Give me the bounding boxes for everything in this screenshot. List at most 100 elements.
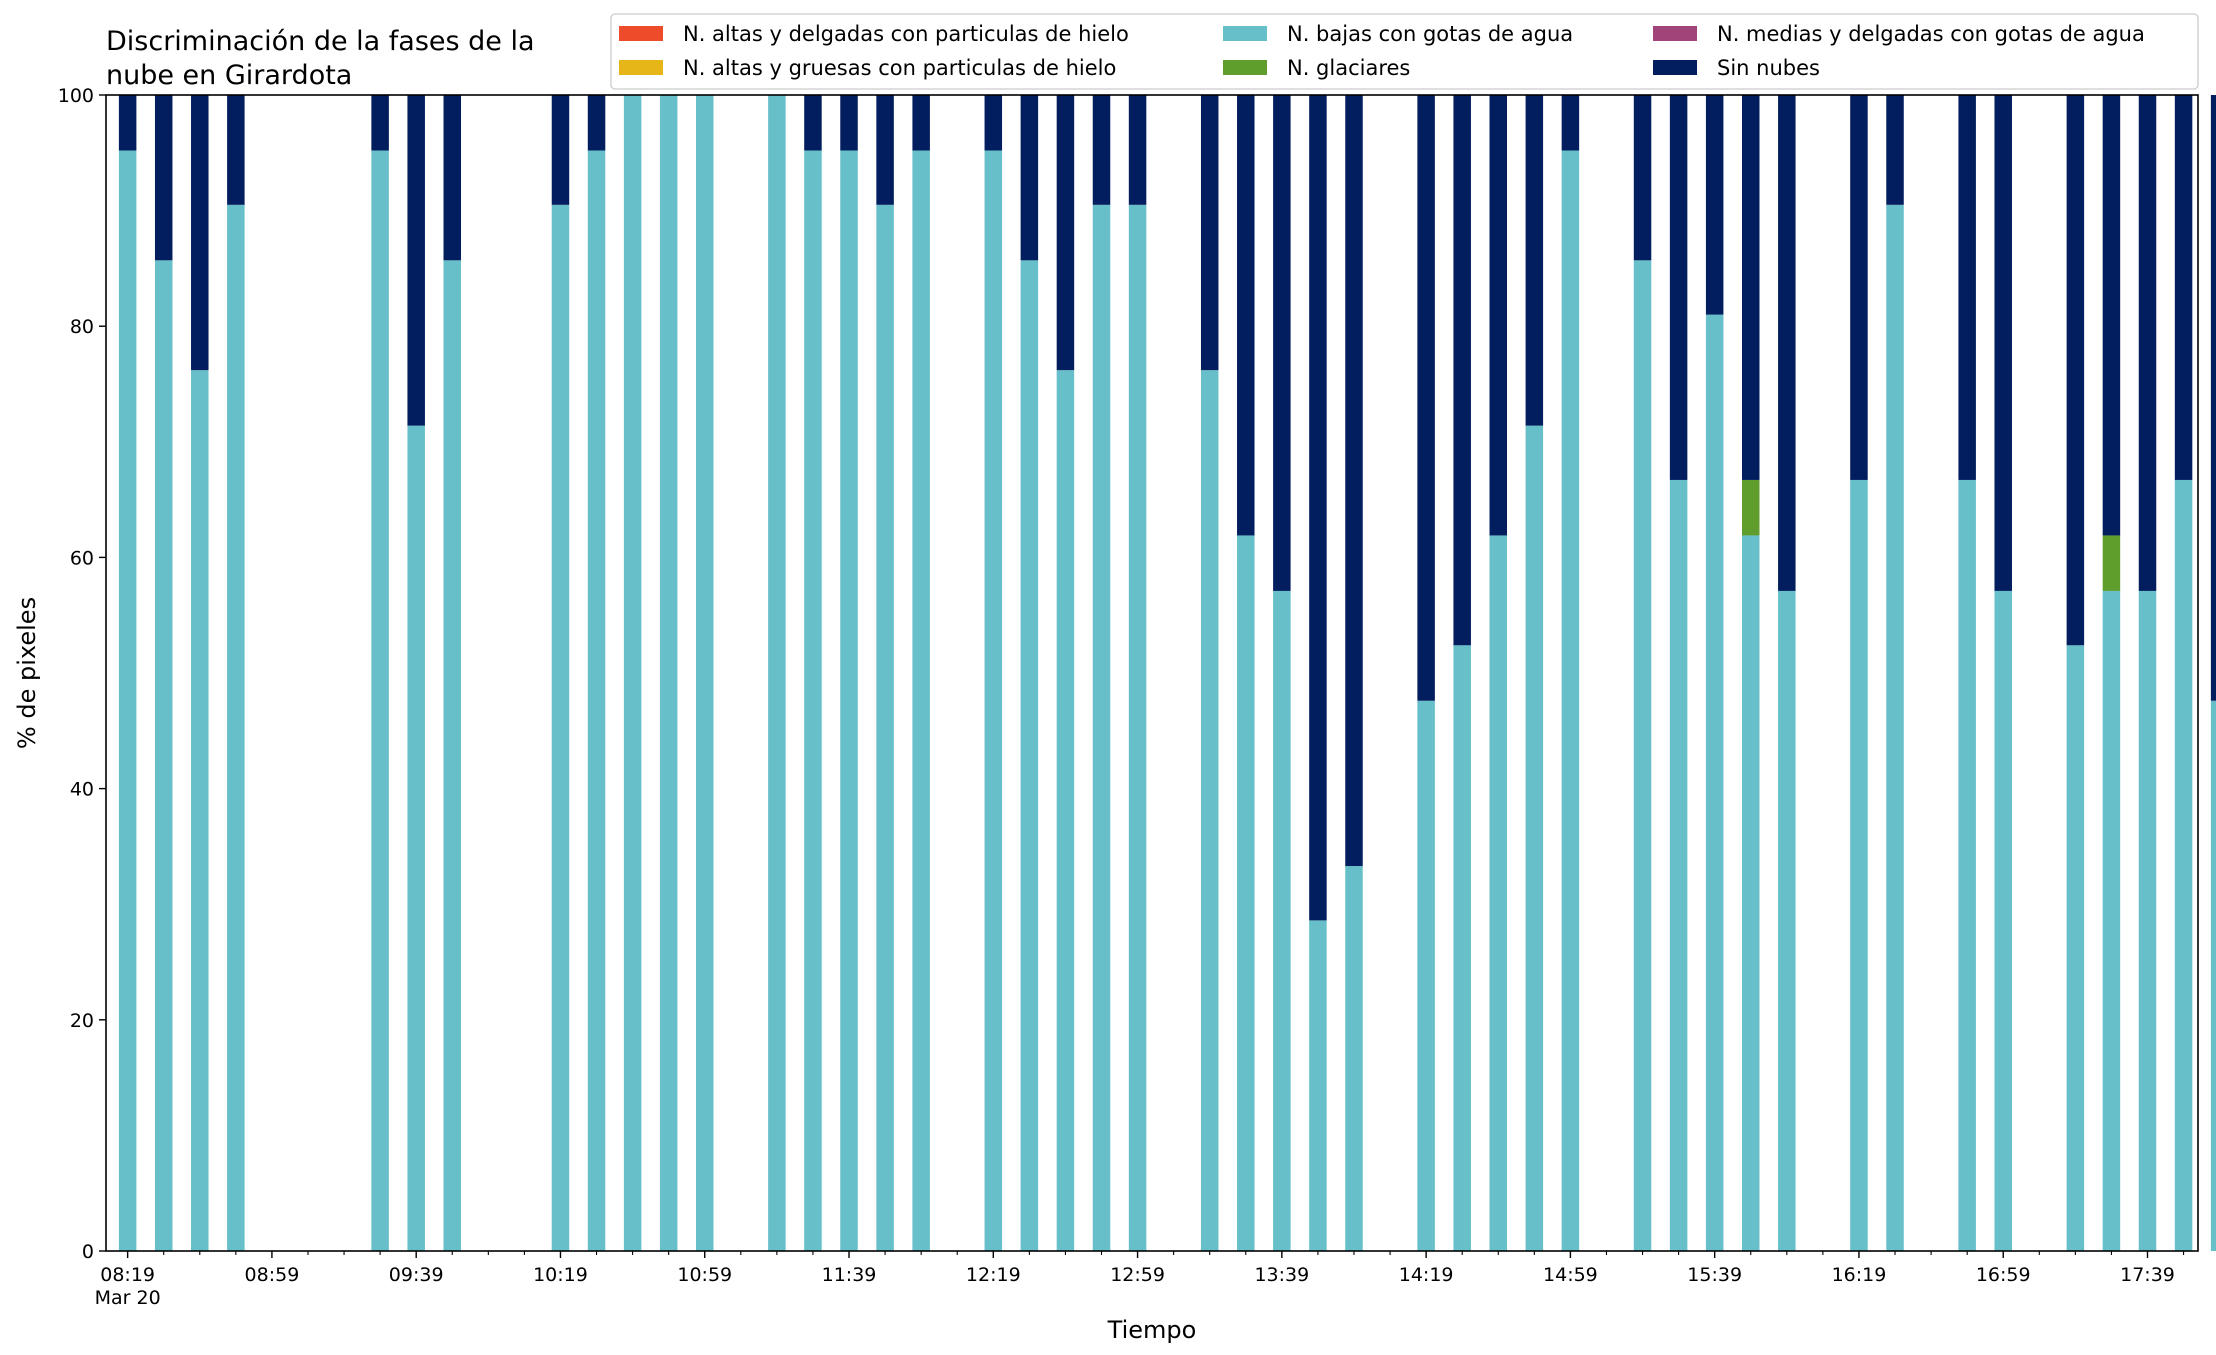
bar-segment — [443, 260, 462, 1251]
bar-segment — [1092, 95, 1111, 205]
bar-segment — [227, 204, 245, 1251]
bar-segment — [118, 95, 137, 151]
bar-segment — [371, 150, 389, 1252]
bar-segment — [984, 95, 1003, 151]
bar-segment — [2138, 95, 2157, 591]
bar-segment — [659, 95, 678, 1251]
bar-segment — [1309, 920, 1327, 1251]
x-tick-label: 08:19 — [100, 1264, 155, 1286]
legend: N. altas y delgadas con particulas de hi… — [610, 13, 2199, 90]
bar-segment — [1417, 95, 1435, 701]
x-tick-label: 15:39 — [1687, 1264, 1742, 1286]
x-tick-label: 14:19 — [1399, 1264, 1454, 1286]
y-tick-label: 80 — [70, 316, 94, 338]
legend-label: Sin nubes — [1717, 56, 1820, 80]
bar-segment — [1489, 535, 1508, 1251]
y-tick-label: 0 — [82, 1241, 94, 1263]
bar-segment — [1705, 95, 1724, 315]
chart-title-line-1: Discriminación de la fases de la — [106, 26, 535, 57]
bar-segment — [1128, 204, 1147, 1251]
bar-segment — [1778, 95, 1796, 591]
x-tick-label: 12:59 — [1110, 1264, 1165, 1286]
bar-segment — [551, 95, 570, 205]
bar-segment — [587, 150, 606, 1252]
bar-segment — [804, 95, 822, 151]
x-tick-label: 10:59 — [677, 1264, 732, 1286]
legend-label: N. medias y delgadas con gotas de agua — [1717, 22, 2145, 46]
x-tick-label: 08:59 — [245, 1264, 300, 1286]
bar-segment — [1200, 95, 1219, 371]
legend-label: N. bajas con gotas de agua — [1287, 22, 1573, 46]
bar-segment — [912, 150, 930, 1252]
bar-segment — [1489, 95, 1508, 536]
bar-segment — [876, 204, 894, 1251]
legend-label: N. glaciares — [1287, 56, 1410, 80]
bar-segment — [154, 95, 173, 261]
bar-segment — [1994, 590, 2012, 1251]
bar-segment — [840, 95, 858, 151]
bar-segment — [1273, 590, 1291, 1251]
x-tick-label: 17:39 — [2120, 1264, 2175, 1286]
bar-segment — [1453, 645, 1471, 1251]
bar-segment — [1741, 535, 1760, 1251]
bar-segment — [1237, 95, 1255, 536]
bar-segment — [227, 95, 245, 205]
legend-label: N. altas y delgadas con particulas de hi… — [683, 22, 1129, 46]
legend-swatch — [1223, 26, 1267, 41]
bar-segment — [2174, 479, 2193, 1251]
bar-segment — [407, 95, 425, 426]
legend-swatch — [619, 60, 663, 75]
legend-swatch — [1653, 60, 1697, 75]
bar-segment — [118, 150, 137, 1252]
bar-segment — [912, 95, 930, 151]
legend-swatch — [619, 26, 663, 41]
bar-segment — [2138, 590, 2157, 1251]
x-tick-label: 14:59 — [1543, 1264, 1598, 1286]
bar-segment — [804, 150, 822, 1252]
bar-segment — [1633, 95, 1652, 261]
bar-segment — [695, 95, 714, 1251]
legend-box — [610, 13, 2199, 90]
bar-segment — [1778, 590, 1796, 1251]
y-tick-label: 60 — [70, 547, 94, 569]
bar-segment — [1669, 479, 1688, 1251]
bar-segment — [1886, 95, 1904, 205]
bar-segment — [1741, 95, 1760, 480]
legend-swatch — [1223, 60, 1267, 75]
bar-segment — [1741, 479, 1760, 536]
x-tick-label: 13:39 — [1254, 1264, 1309, 1286]
bars-layer — [118, 95, 2216, 1252]
bar-segment — [1561, 150, 1580, 1252]
y-tick-label: 40 — [70, 779, 94, 801]
bar-segment — [1958, 95, 1976, 480]
bar-segment — [1056, 95, 1075, 371]
bar-segment — [443, 95, 462, 261]
bar-segment — [840, 150, 858, 1252]
bar-segment — [407, 425, 425, 1251]
x-tick-label: 11:39 — [822, 1264, 877, 1286]
bar-segment — [371, 95, 389, 151]
bar-segment — [2210, 700, 2216, 1251]
x-axis-title: Tiempo — [1107, 1316, 1197, 1344]
bar-segment — [2174, 95, 2193, 480]
y-axis: 0 20 40 60 80 100 — [58, 85, 106, 1263]
chart-title: Discriminación de la fases de la nube en… — [106, 26, 535, 91]
bar-segment — [2066, 645, 2085, 1251]
bar-segment — [1345, 95, 1363, 867]
bar-segment — [876, 95, 894, 205]
bar-segment — [1561, 95, 1580, 151]
bar-segment — [1525, 425, 1544, 1251]
bar-segment — [1669, 95, 1688, 480]
y-tick-label: 20 — [70, 1010, 94, 1032]
bar-segment — [154, 260, 173, 1251]
y-axis-title: % de pixeles — [13, 597, 41, 749]
bar-segment — [191, 95, 209, 371]
bar-segment — [587, 95, 606, 151]
plot-frame — [105, 94, 2199, 1252]
x-tick-label: 09:39 — [389, 1264, 444, 1286]
bar-segment — [191, 370, 209, 1251]
bar-segment — [1273, 95, 1291, 591]
bar-segment — [1958, 479, 1976, 1251]
